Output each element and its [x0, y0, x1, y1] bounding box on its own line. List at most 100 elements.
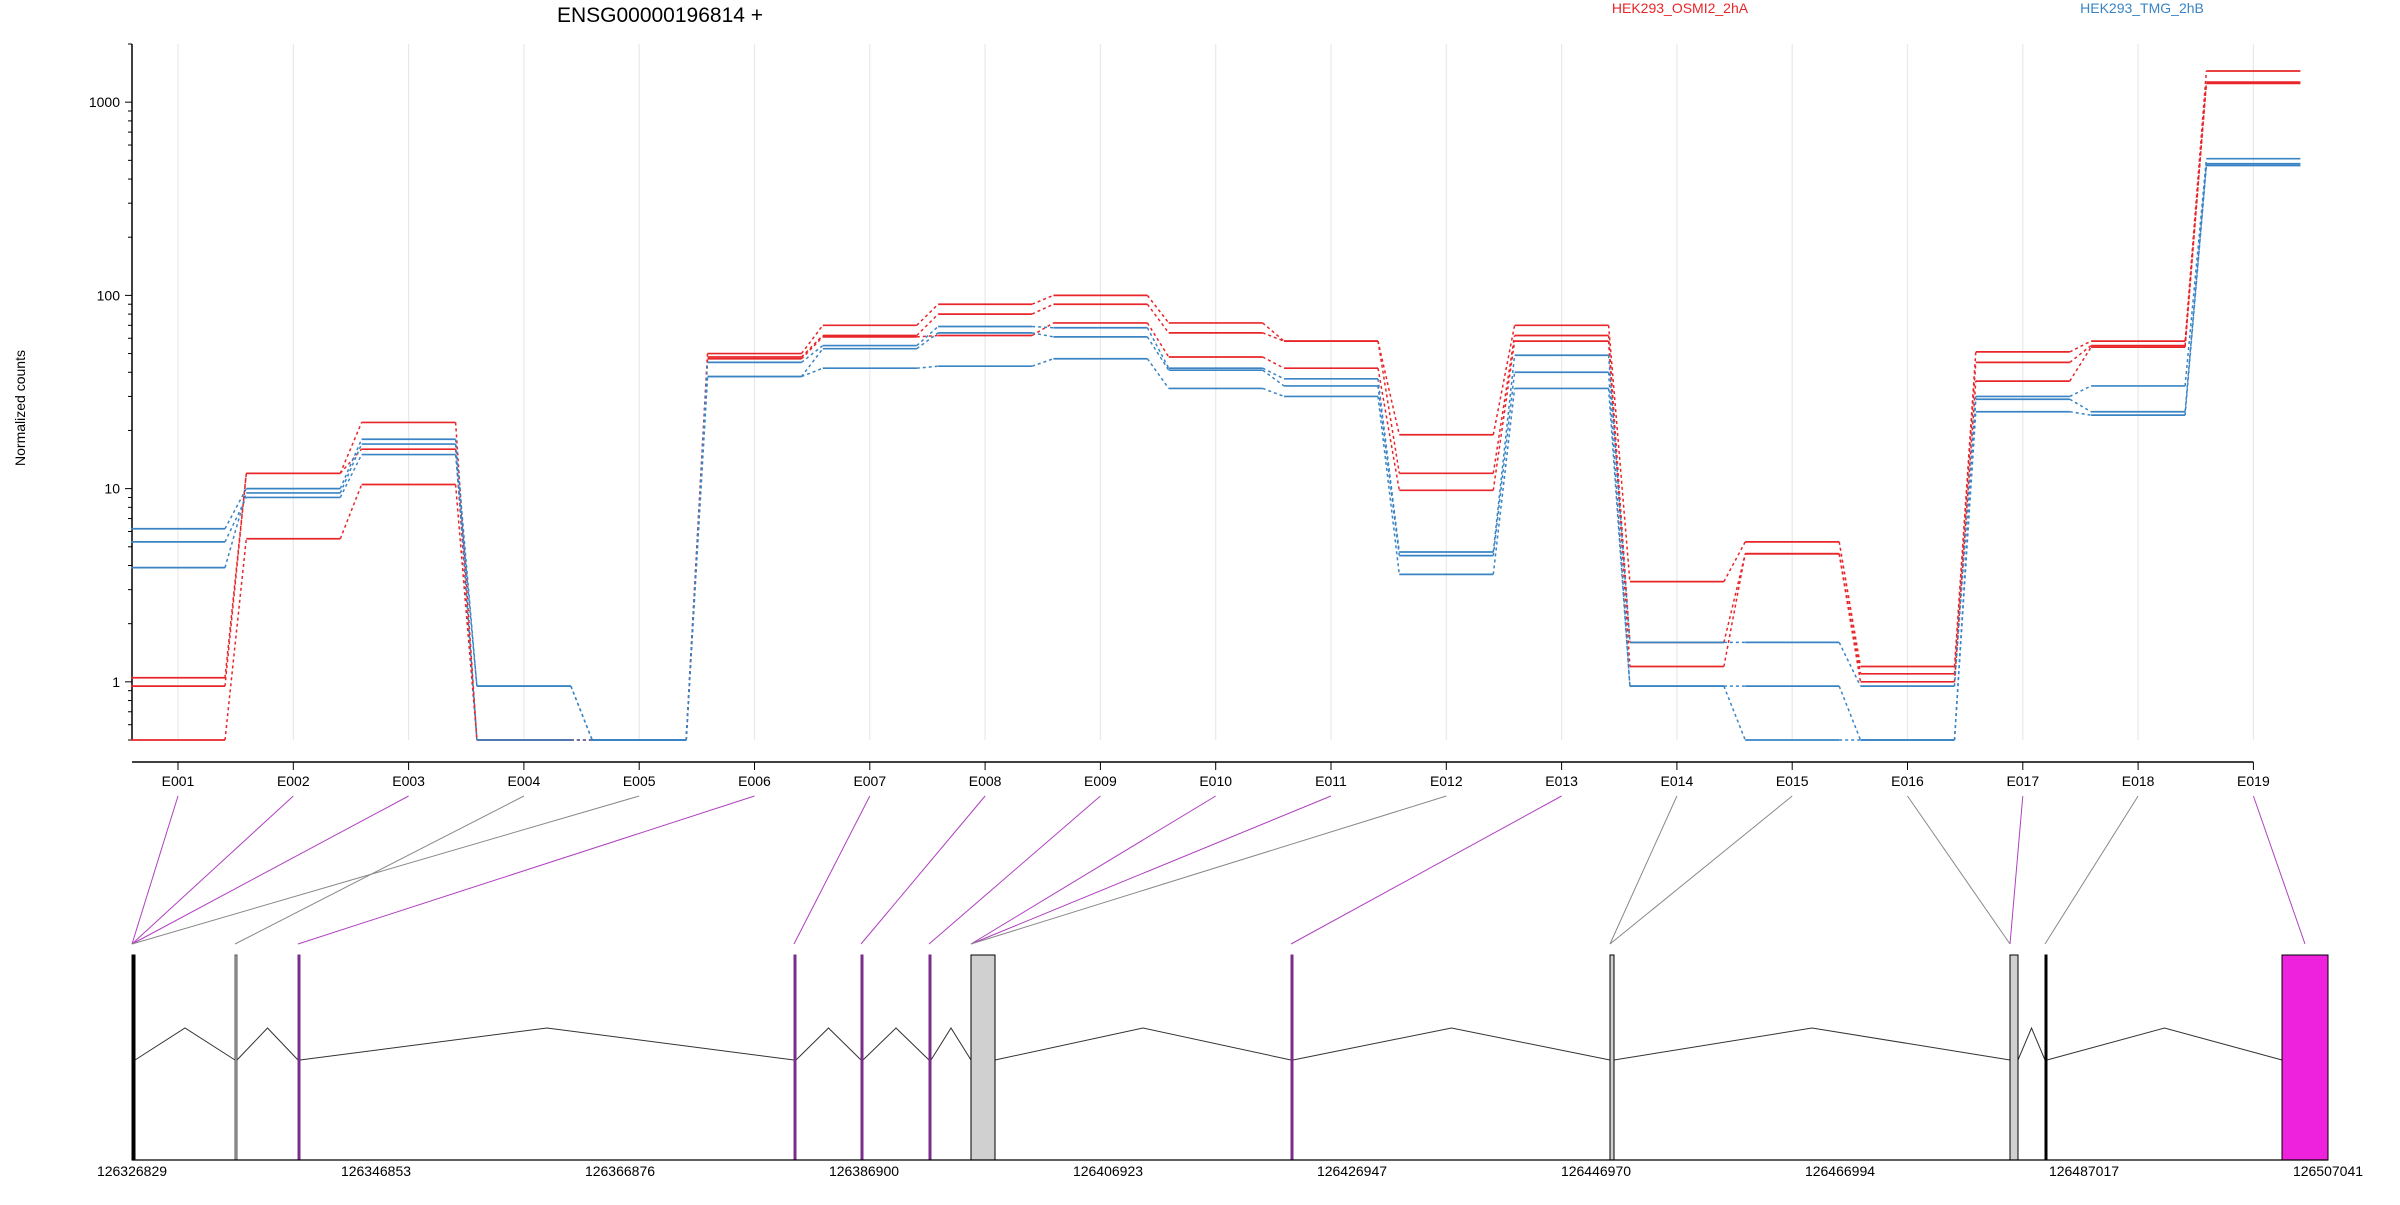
exon-connector	[1838, 553, 1862, 682]
exon-connector	[916, 325, 939, 347]
x-tick-label: E010	[1199, 773, 1232, 789]
exon-connector	[1262, 332, 1285, 342]
x-tick-label: E003	[392, 773, 425, 789]
x-tick-label: E018	[2122, 773, 2155, 789]
genomic-coordinate-label: 126346853	[341, 1163, 411, 1179]
exon-connector	[1146, 358, 1170, 389]
exon-link-line	[234, 795, 525, 945]
exon-link-line	[297, 795, 755, 945]
exon-link-line	[131, 795, 640, 945]
exon-link-line	[2044, 795, 2139, 945]
exon-connector	[1607, 341, 1631, 667]
exon-box	[928, 954, 932, 1161]
intron-line	[1613, 1027, 2011, 1061]
intron-line	[795, 1027, 862, 1061]
x-tick-label: E016	[1891, 773, 1924, 789]
exon-connector	[1607, 325, 1631, 582]
exon-connector	[1953, 362, 1977, 674]
x-tick-label: E001	[162, 773, 195, 789]
exon-connector	[916, 313, 939, 337]
intron-line	[236, 1027, 299, 1061]
exon-connector	[800, 348, 824, 378]
exon-connector	[224, 473, 248, 678]
exon-connector	[1492, 388, 1516, 575]
x-tick-label: E007	[853, 773, 886, 789]
exon-connector	[916, 332, 939, 350]
exon-link-line	[131, 795, 179, 945]
exon-connector	[801, 344, 824, 363]
series-tmg-3	[131, 157, 2301, 741]
exon-connector	[1262, 387, 1285, 398]
exon-box	[970, 954, 996, 1161]
exon-connector	[339, 438, 363, 489]
axes: 1 10 100 1000 E001 E002 E003 E004 E005 E006 E007 E0…	[89, 43, 2270, 789]
intron-line	[134, 1027, 236, 1061]
exon-box	[2009, 954, 2019, 1161]
intron-line	[2017, 1026, 2046, 1061]
exon-link-line	[970, 795, 1216, 945]
series-osmi2-2	[131, 82, 2301, 741]
x-tick-label: E005	[623, 773, 656, 789]
genomic-coordinate-label: 126487017	[2049, 1163, 2119, 1179]
exon-box	[793, 954, 797, 1161]
exon-connector	[1262, 369, 1285, 387]
x-tick-label: E006	[738, 773, 771, 789]
exon-connector	[1492, 372, 1516, 556]
exon-connector	[2184, 83, 2208, 348]
exon-connector	[1492, 335, 1516, 474]
exon-link-line	[1290, 795, 1562, 945]
exon-connector	[1031, 358, 1054, 367]
x-tick-label: E008	[969, 773, 1002, 789]
x-tick-label: E019	[2237, 773, 2270, 789]
exon-link-line	[1609, 795, 1793, 945]
y-tick-label: 1000	[89, 94, 120, 110]
exon-connector	[454, 484, 478, 741]
exon-link-line	[131, 795, 409, 945]
exon-connector	[1377, 368, 1401, 491]
exon-connector	[916, 365, 939, 369]
exon-connector	[800, 336, 824, 360]
exon-box	[1290, 954, 1294, 1161]
exon-connector	[1146, 327, 1170, 369]
exon-links	[131, 795, 2306, 945]
x-tick-label: E012	[1430, 773, 1463, 789]
exon-link-line	[793, 795, 871, 945]
exon-connector	[2069, 398, 2092, 413]
exon-box	[1609, 954, 1615, 1161]
exon-box	[131, 954, 136, 1161]
exon-connector	[1838, 685, 1862, 741]
y-tick-label: 100	[97, 287, 121, 303]
x-tick-label: E011	[1315, 773, 1347, 789]
x-tick-label: E014	[1661, 773, 1694, 789]
exon-connector	[916, 303, 939, 326]
exon-box	[2281, 954, 2329, 1161]
genomic-coordinate-label: 126446970	[1561, 1163, 1631, 1179]
x-tick-label: E013	[1545, 773, 1578, 789]
exon-connector	[454, 444, 478, 741]
exon-connector	[1723, 553, 1746, 667]
series-tmg-5	[131, 164, 2301, 741]
exon-connector	[1146, 336, 1170, 371]
exon-link-line	[928, 795, 1101, 945]
exon-connector	[685, 376, 709, 741]
exon-connector	[800, 334, 824, 358]
genomic-coordinate-label: 126426947	[1317, 1163, 1387, 1179]
exon-connector	[454, 422, 478, 741]
exon-connector	[1607, 388, 1631, 687]
genomic-coordinate-label: 126386900	[829, 1163, 899, 1179]
exon-connector	[1262, 356, 1285, 369]
exon-connector	[2069, 346, 2092, 382]
exon-connector	[1146, 322, 1170, 358]
exon-connector	[1492, 325, 1516, 435]
exon-connector	[1032, 325, 1054, 329]
exon-connector	[801, 367, 824, 378]
chart-title: ENSG00000196814 +	[557, 4, 763, 27]
exon-connector	[1492, 340, 1516, 491]
exon-connector	[224, 538, 248, 741]
exon-connector	[1838, 642, 1862, 687]
series-lines	[131, 70, 2301, 741]
gridlines	[177, 44, 2254, 740]
exon-connector	[1723, 541, 1746, 582]
exon-connector	[2069, 410, 2092, 416]
exon-connector	[339, 484, 363, 540]
